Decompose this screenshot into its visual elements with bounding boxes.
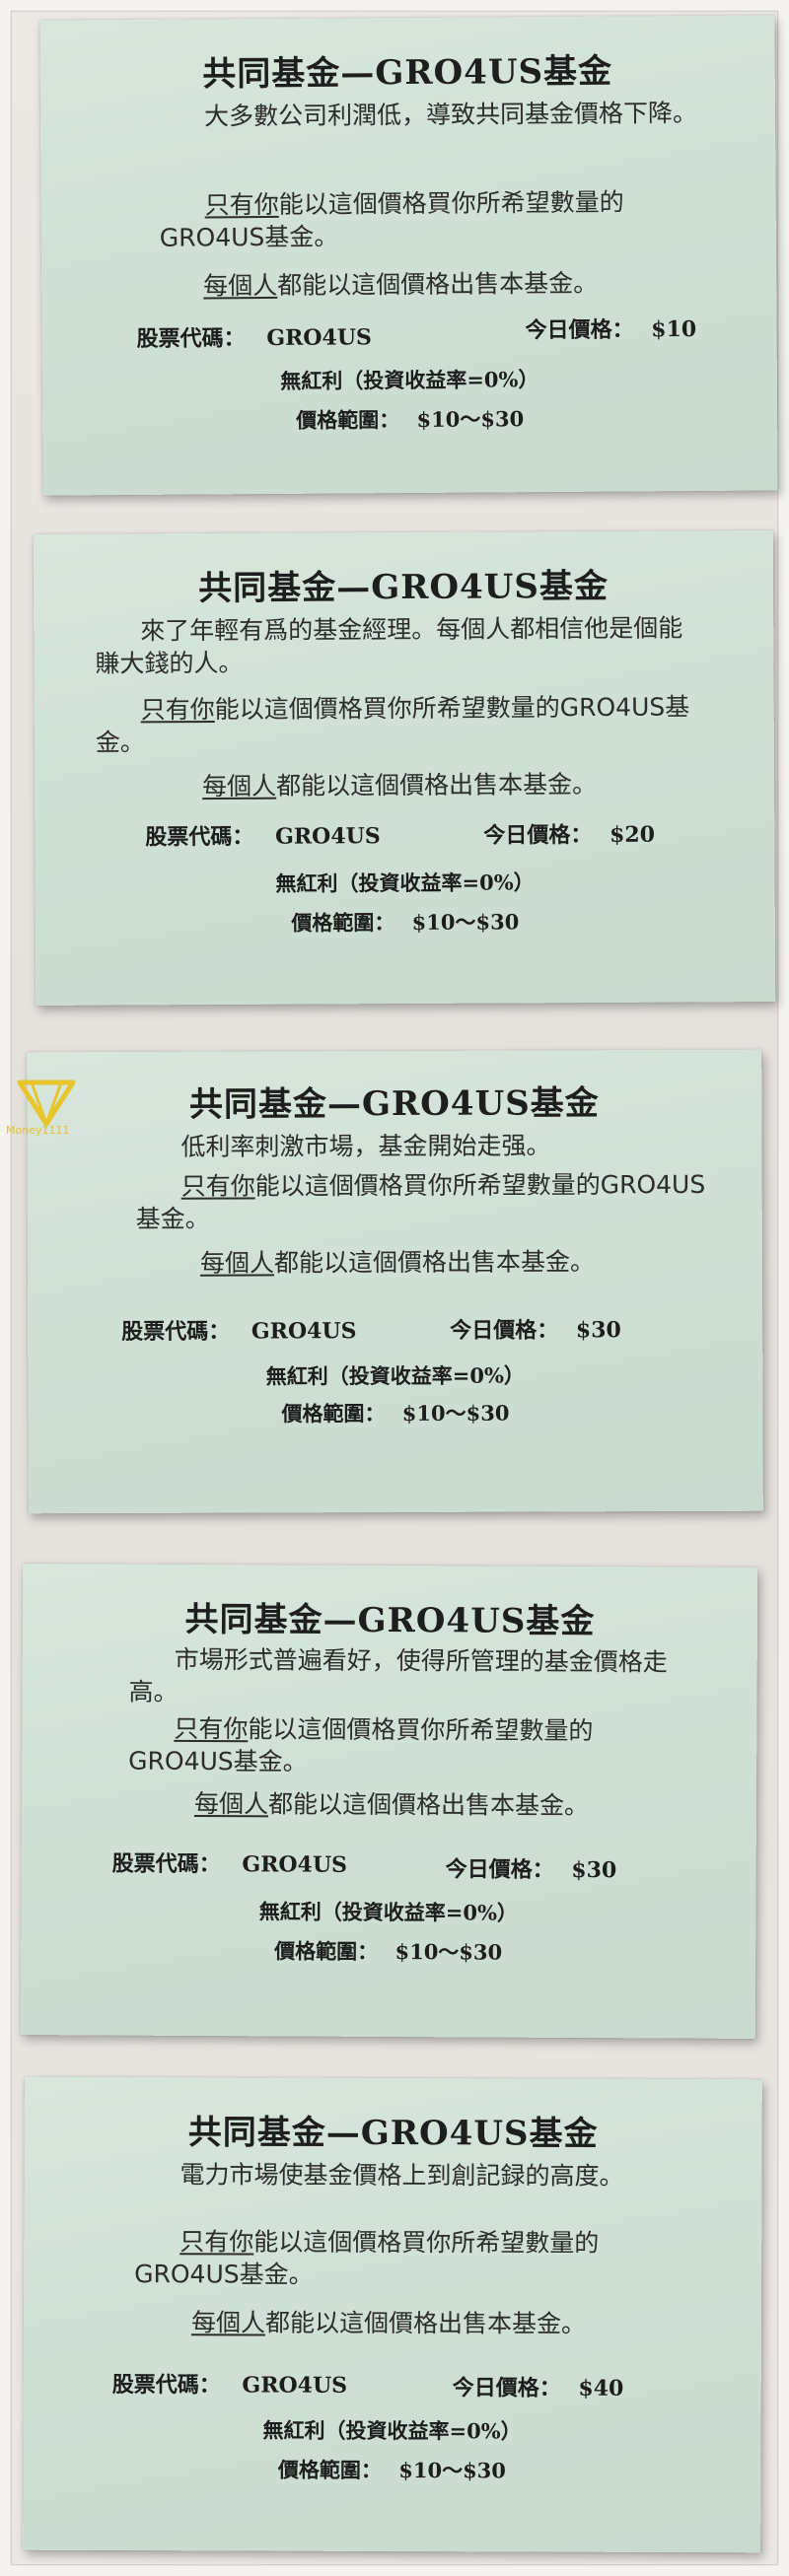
price-row: 今日價格： $10 xyxy=(525,312,696,344)
code-row: 股票代碼： GRO4US xyxy=(136,319,372,353)
code-row: 股票代碼： GRO4US xyxy=(121,1313,356,1346)
buy-rule: 只有你能以這個價格買你所希望數量的GRO4US基金。 xyxy=(136,1168,708,1235)
price-row: 今日價格： $20 xyxy=(483,817,655,850)
card-title: 共同基金—GRO4US基金 xyxy=(202,51,613,95)
price-label: 今日價格： xyxy=(525,316,634,344)
price-value: $10 xyxy=(651,315,697,343)
buy-rule-emphasis: 只有你 xyxy=(174,1713,249,1744)
price-row: 今日價格： $40 xyxy=(453,2370,624,2402)
range-label: 價格範圍： xyxy=(296,407,400,433)
dividend-text: 無紅利（投資收益率=0%） xyxy=(265,1362,525,1389)
fund-card-4: 共同基金—GRO4US基金 市場形式普遍看好，使得所管理的基金價格走高。 只有你… xyxy=(20,1564,758,2039)
card-description: 電力市場使基金價格上到創記録的高度。 xyxy=(179,2160,624,2191)
price-value: $30 xyxy=(571,1856,617,1884)
dividend-text: 無紅利（投資收益率=0%） xyxy=(262,2417,522,2444)
price-label: 今日價格： xyxy=(445,1856,554,1883)
sell-rule-text: 都能以這個價格出售本基金。 xyxy=(277,268,599,300)
buy-rule-emphasis: 只有你 xyxy=(204,189,279,220)
sell-rule-emphasis: 每個人 xyxy=(203,270,278,301)
buy-rule: 只有你能以這個價格買你所希望數量的GRO4US基金。 xyxy=(160,185,712,254)
sell-rule-emphasis: 每個人 xyxy=(190,2308,266,2337)
range-value: $10～$30 xyxy=(398,2458,506,2483)
card-title: 共同基金—GRO4US基金 xyxy=(198,566,610,609)
sell-rule: 每個人都能以這個價格出售本基金。 xyxy=(194,1787,589,1822)
range-label: 價格範圍： xyxy=(277,2457,382,2482)
sell-rule: 每個人都能以這個價格出售本基金。 xyxy=(202,768,597,802)
card-description: 市場形式普遍看好，使得所管理的基金價格走高。 xyxy=(128,1644,668,1706)
watermark-text: Money1111 xyxy=(6,1124,70,1137)
card-title: 共同基金—GRO4US基金 xyxy=(188,1083,600,1125)
code-label: 股票代碼： xyxy=(145,823,254,851)
buy-rule: 只有你能以這個價格買你所希望數量的GRO4US基金。 xyxy=(134,2225,686,2292)
fund-card-1: 共同基金—GRO4US基金 大多數公司利潤低，導致共同基金價格下降。 只有你能以… xyxy=(39,15,778,496)
card-title: 共同基金—GRO4US基金 xyxy=(184,1599,596,1642)
price-row: 今日價格： $30 xyxy=(446,1851,617,1884)
buy-rule: 只有你能以這個價格買你所希望數量的GRO4US基金。 xyxy=(96,690,707,758)
code-row: 股票代碼： GRO4US xyxy=(145,818,380,851)
range-row: 價格範圍： $10～$30 xyxy=(36,905,775,939)
buy-rule-emphasis: 只有你 xyxy=(140,695,215,725)
code-value: GRO4US xyxy=(274,823,381,850)
card-title: 共同基金—GRO4US基金 xyxy=(187,2113,599,2154)
range-row: 價格範圍： $10～$30 xyxy=(23,2454,760,2486)
code-label: 股票代碼： xyxy=(111,2372,221,2399)
code-label: 股票代碼： xyxy=(136,325,246,352)
fund-card-5: 共同基金—GRO4US基金 電力市場使基金價格上到創記録的高度。 只有你能以這個… xyxy=(23,2076,762,2553)
range-row: 價格範圍： $10～$30 xyxy=(42,401,777,436)
fund-card-2: 共同基金—GRO4US基金 來了年輕有爲的基金經理。每個人都相信他是個能賺大錢的… xyxy=(33,530,776,1006)
price-label: 今日價格： xyxy=(483,822,593,849)
card-description: 來了年輕有爲的基金經理。每個人都相信他是個能賺大錢的人。 xyxy=(95,613,683,678)
sell-rule-emphasis: 每個人 xyxy=(193,1788,269,1819)
dividend-text: 無紅利（投資收益率=0%） xyxy=(280,367,539,393)
range-value: $10～$30 xyxy=(394,1939,503,1965)
sell-rule-emphasis: 每個人 xyxy=(202,771,277,801)
price-value: $30 xyxy=(575,1317,621,1344)
price-value: $40 xyxy=(578,2375,624,2402)
range-value: $10～$30 xyxy=(401,1400,510,1426)
sell-rule-text: 都能以這個價格出售本基金。 xyxy=(267,1789,590,1821)
fund-card-3: 共同基金—GRO4US基金 低利率刺激市場，基金開始走强。 只有你能以這個價格買… xyxy=(27,1049,763,1514)
dividend-text: 無紅利（投資收益率=0%） xyxy=(258,1899,519,1925)
range-label: 價格範圍： xyxy=(291,910,395,936)
price-row: 今日價格： $30 xyxy=(450,1312,621,1345)
sell-rule-text: 都能以這個價格出售本基金。 xyxy=(273,1247,596,1278)
range-value: $10～$30 xyxy=(411,909,520,935)
sell-rule-emphasis: 每個人 xyxy=(199,1248,274,1278)
code-value: GRO4US xyxy=(242,1851,348,1878)
card-description: 大多數公司利潤低，導致共同基金價格下降。 xyxy=(203,98,698,131)
code-value: GRO4US xyxy=(242,2372,348,2399)
buy-rule: 只有你能以這個價格買你所希望數量的GRO4US基金。 xyxy=(128,1712,681,1780)
sell-rule: 每個人都能以這個價格出售本基金。 xyxy=(200,1245,595,1279)
range-row: 價格範圍： $10～$30 xyxy=(28,1397,762,1429)
sell-rule-text: 都能以這個價格出售本基金。 xyxy=(276,769,598,801)
code-label: 股票代碼： xyxy=(111,1850,221,1878)
sell-rule-text: 都能以這個價格出售本基金。 xyxy=(264,2308,587,2338)
price-label: 今日價格： xyxy=(450,1317,559,1344)
code-row: 股票代碼： GRO4US xyxy=(112,1846,347,1879)
range-label: 價格範圍： xyxy=(274,1938,379,1964)
buy-rule-emphasis: 只有你 xyxy=(180,1171,255,1201)
range-label: 價格範圍： xyxy=(281,1401,386,1427)
card-description: 低利率刺激市場，基金開始走强。 xyxy=(180,1131,551,1161)
range-value: $10～$30 xyxy=(416,406,525,432)
code-value: GRO4US xyxy=(266,324,372,352)
diamond-logo-icon xyxy=(17,1079,76,1129)
range-row: 價格範圍： $10～$30 xyxy=(21,1934,755,1968)
price-value: $20 xyxy=(609,821,656,848)
sell-rule: 每個人都能以這個價格出售本基金。 xyxy=(191,2306,586,2339)
code-value: GRO4US xyxy=(251,1318,357,1345)
buy-rule-emphasis: 只有你 xyxy=(179,2227,254,2257)
code-row: 股票代碼： GRO4US xyxy=(112,2367,347,2400)
price-label: 今日價格： xyxy=(452,2375,561,2402)
dividend-text: 無紅利（投資收益率=0%） xyxy=(275,870,535,896)
code-label: 股票代碼： xyxy=(121,1318,231,1345)
sell-rule: 每個人都能以這個價格出售本基金。 xyxy=(203,267,598,303)
